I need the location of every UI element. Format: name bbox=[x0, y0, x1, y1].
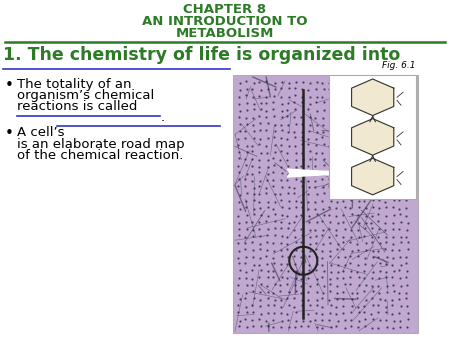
Text: .: . bbox=[161, 111, 165, 124]
Text: is an elaborate road map: is an elaborate road map bbox=[17, 138, 184, 151]
Bar bbox=[233, 75, 418, 333]
Text: •: • bbox=[5, 78, 14, 93]
Text: CHAPTER 8: CHAPTER 8 bbox=[184, 3, 266, 16]
Text: METABOLISM: METABOLISM bbox=[176, 27, 274, 40]
Polygon shape bbox=[351, 119, 394, 155]
Text: Fig. 6.1: Fig. 6.1 bbox=[382, 61, 416, 70]
Polygon shape bbox=[351, 158, 394, 195]
Text: The totality of an: The totality of an bbox=[17, 78, 131, 91]
Text: •: • bbox=[5, 126, 14, 141]
Text: A cell’s: A cell’s bbox=[17, 126, 64, 139]
Bar bbox=[329, 75, 416, 199]
Text: 1. The chemistry of life is organized into: 1. The chemistry of life is organized in… bbox=[3, 46, 400, 64]
Text: of the chemical reaction.: of the chemical reaction. bbox=[17, 149, 184, 162]
Text: organism’s chemical: organism’s chemical bbox=[17, 89, 154, 102]
Text: AN INTRODUCTION TO: AN INTRODUCTION TO bbox=[142, 15, 308, 28]
Text: reactions is called: reactions is called bbox=[17, 100, 137, 113]
Polygon shape bbox=[351, 79, 394, 116]
